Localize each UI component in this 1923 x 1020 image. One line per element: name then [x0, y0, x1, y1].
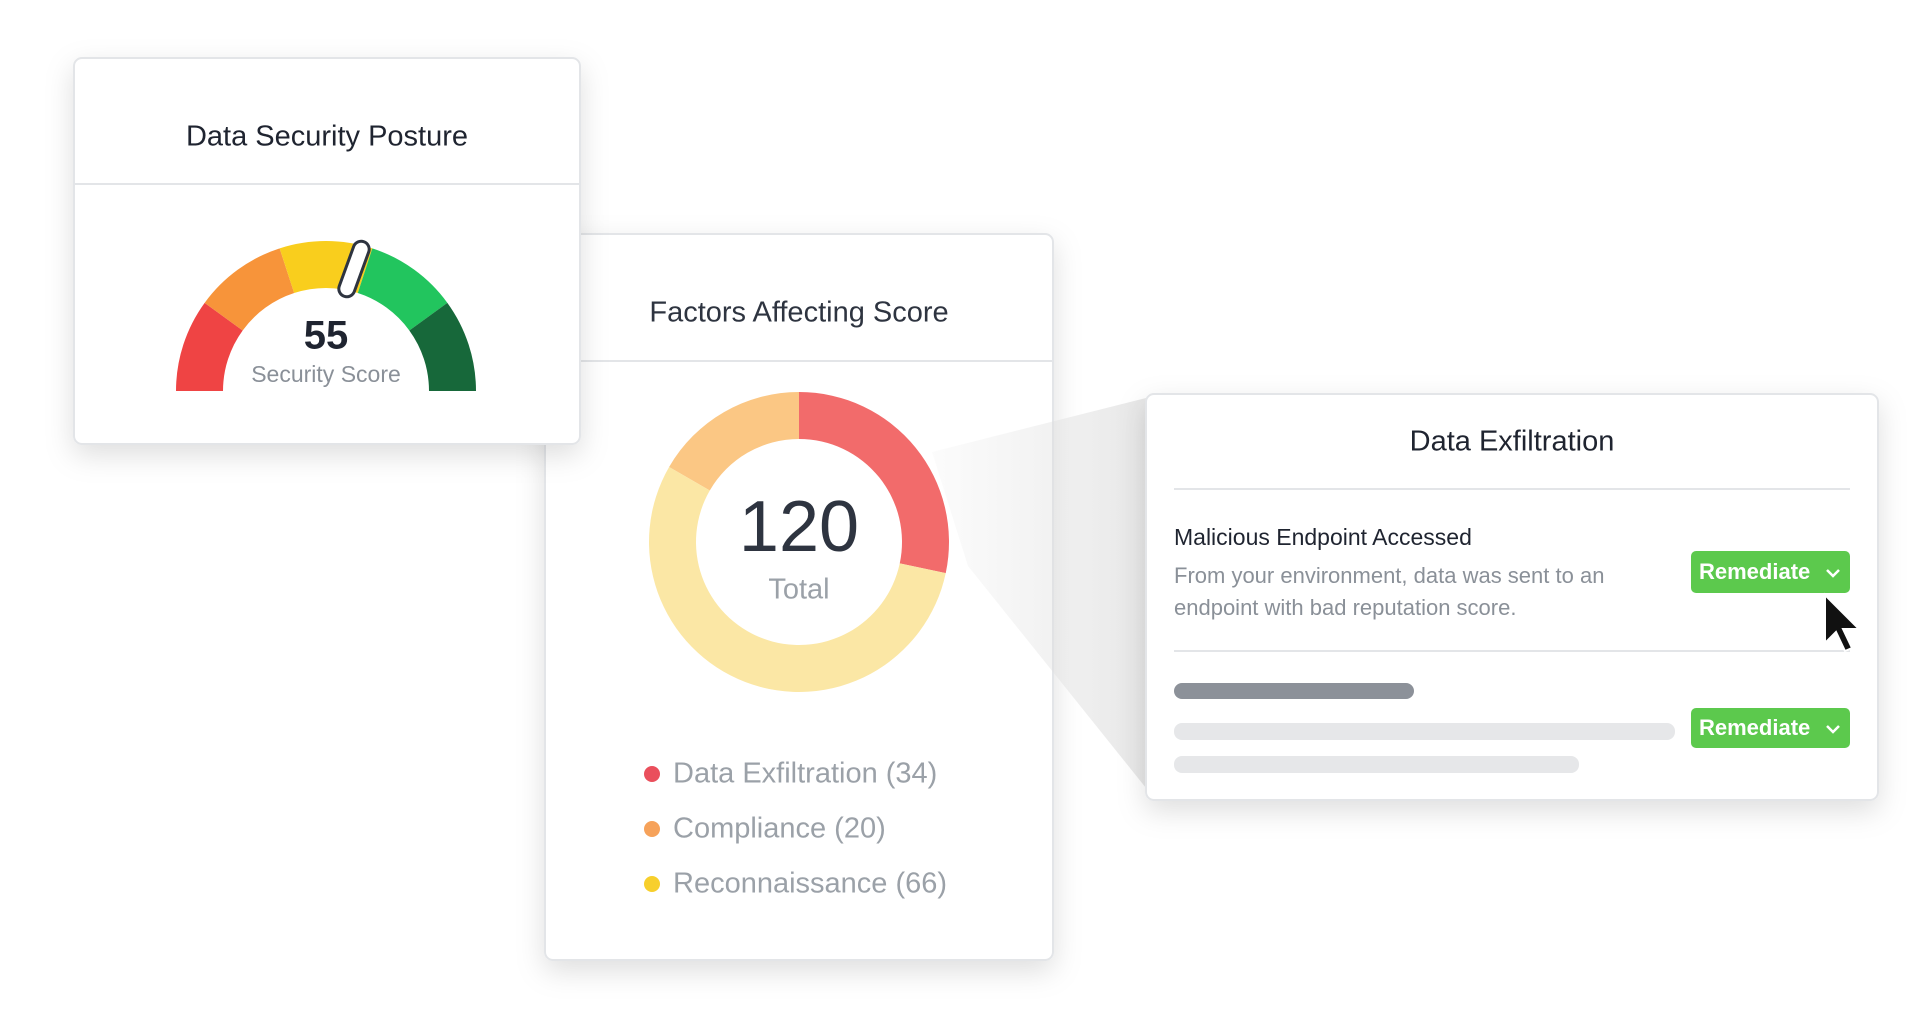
gauge-needle — [337, 239, 371, 299]
donut-segment — [799, 392, 949, 574]
remediate-button[interactable]: Remediate — [1691, 551, 1850, 593]
total-label: Total — [768, 574, 829, 606]
score-label: Security Score — [251, 361, 401, 387]
button-label[interactable]: Remediate — [1699, 715, 1810, 740]
factors-card: Factors Affecting Score 120 Total Data E… — [544, 233, 1054, 961]
item-description: From your environment, data was sent to … — [1174, 563, 1604, 588]
donut — [649, 392, 949, 692]
legend-label: Data Exfiltration (34) — [673, 758, 937, 790]
item-title: Malicious Endpoint Accessed — [1174, 524, 1472, 550]
placeholder-bar — [1174, 683, 1414, 699]
legend-label: Compliance (20) — [673, 813, 886, 845]
gauge-segment — [357, 248, 448, 331]
gauge-segment — [204, 248, 295, 331]
chevron — [1826, 725, 1840, 734]
legend-label: Reconnaissance (66) — [673, 868, 947, 900]
button-label[interactable]: Remediate — [1699, 559, 1810, 584]
posture-card: Data Security Posture 55 Security Score — [73, 57, 581, 445]
gauge-segment — [176, 302, 243, 391]
item-description: endpoint with bad reputation score. — [1174, 595, 1516, 620]
donut-segment — [669, 392, 799, 491]
button-bg[interactable] — [1691, 708, 1850, 748]
button-bg[interactable] — [1691, 551, 1850, 593]
donut-segment — [649, 467, 946, 692]
legend-dot — [644, 766, 660, 782]
cursor — [1824, 592, 1862, 653]
detail-card: Data Exfiltration Malicious Endpoint Acc… — [1145, 393, 1879, 801]
legend: Data Exfiltration (34) Compliance (20) Rec… — [644, 758, 947, 900]
card-title: Factors Affecting Score — [649, 297, 948, 329]
remediate-button[interactable]: Remediate — [1691, 708, 1850, 748]
legend-dot — [644, 821, 660, 837]
placeholder-line — [1174, 723, 1675, 740]
legend-dot — [644, 876, 660, 892]
card-title: Data Exfiltration — [1410, 426, 1615, 458]
callout-beam — [932, 398, 1146, 788]
gauge-segment — [409, 302, 476, 391]
placeholder-line — [1174, 756, 1579, 773]
score: 55 — [304, 314, 349, 358]
total-value: 120 — [739, 487, 859, 567]
chevron — [1826, 569, 1840, 578]
card-title: Data Security Posture — [186, 121, 468, 153]
